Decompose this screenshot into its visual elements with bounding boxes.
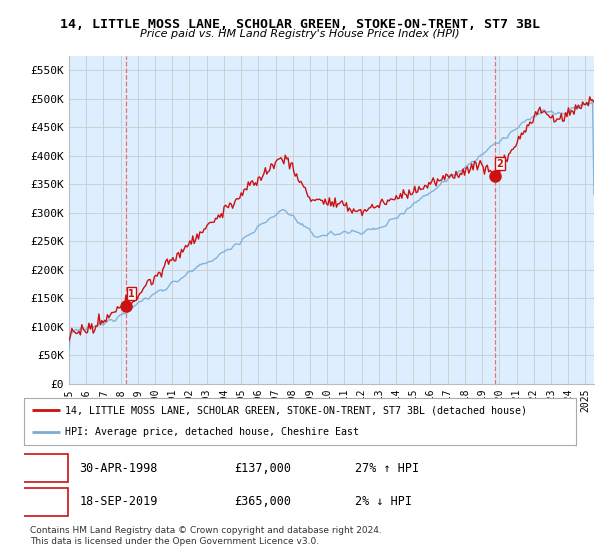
FancyBboxPatch shape bbox=[21, 454, 68, 482]
Text: 18-SEP-2019: 18-SEP-2019 bbox=[79, 496, 158, 508]
Text: 27% ↑ HPI: 27% ↑ HPI bbox=[355, 462, 419, 475]
Text: 2: 2 bbox=[496, 159, 503, 169]
Text: 14, LITTLE MOSS LANE, SCHOLAR GREEN, STOKE-ON-TRENT, ST7 3BL (detached house): 14, LITTLE MOSS LANE, SCHOLAR GREEN, STO… bbox=[65, 405, 527, 416]
FancyBboxPatch shape bbox=[21, 488, 68, 516]
Text: £137,000: £137,000 bbox=[234, 462, 291, 475]
Text: 2% ↓ HPI: 2% ↓ HPI bbox=[355, 496, 412, 508]
Text: 1: 1 bbox=[41, 462, 49, 475]
Text: HPI: Average price, detached house, Cheshire East: HPI: Average price, detached house, Ches… bbox=[65, 427, 359, 437]
Text: 14, LITTLE MOSS LANE, SCHOLAR GREEN, STOKE-ON-TRENT, ST7 3BL: 14, LITTLE MOSS LANE, SCHOLAR GREEN, STO… bbox=[60, 18, 540, 31]
Text: 1: 1 bbox=[128, 289, 135, 298]
Text: Price paid vs. HM Land Registry's House Price Index (HPI): Price paid vs. HM Land Registry's House … bbox=[140, 29, 460, 39]
Text: £365,000: £365,000 bbox=[234, 496, 291, 508]
Text: 2: 2 bbox=[41, 496, 49, 508]
Text: 30-APR-1998: 30-APR-1998 bbox=[79, 462, 158, 475]
Text: Contains HM Land Registry data © Crown copyright and database right 2024.
This d: Contains HM Land Registry data © Crown c… bbox=[30, 526, 382, 546]
